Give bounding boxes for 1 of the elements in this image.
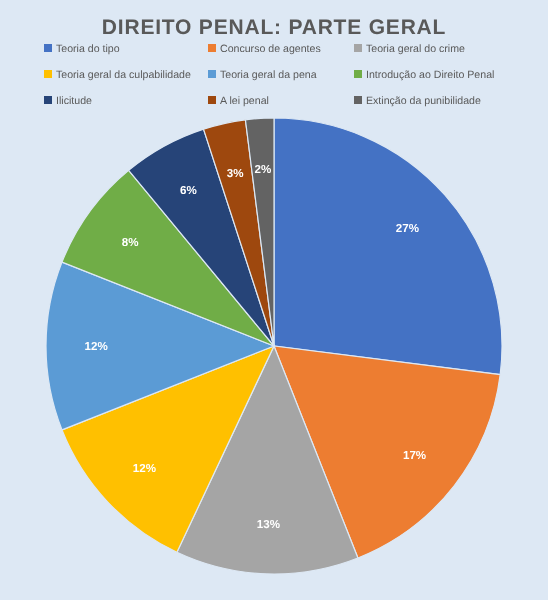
chart-title: DIREITO PENAL: PARTE GERAL xyxy=(101,16,447,40)
